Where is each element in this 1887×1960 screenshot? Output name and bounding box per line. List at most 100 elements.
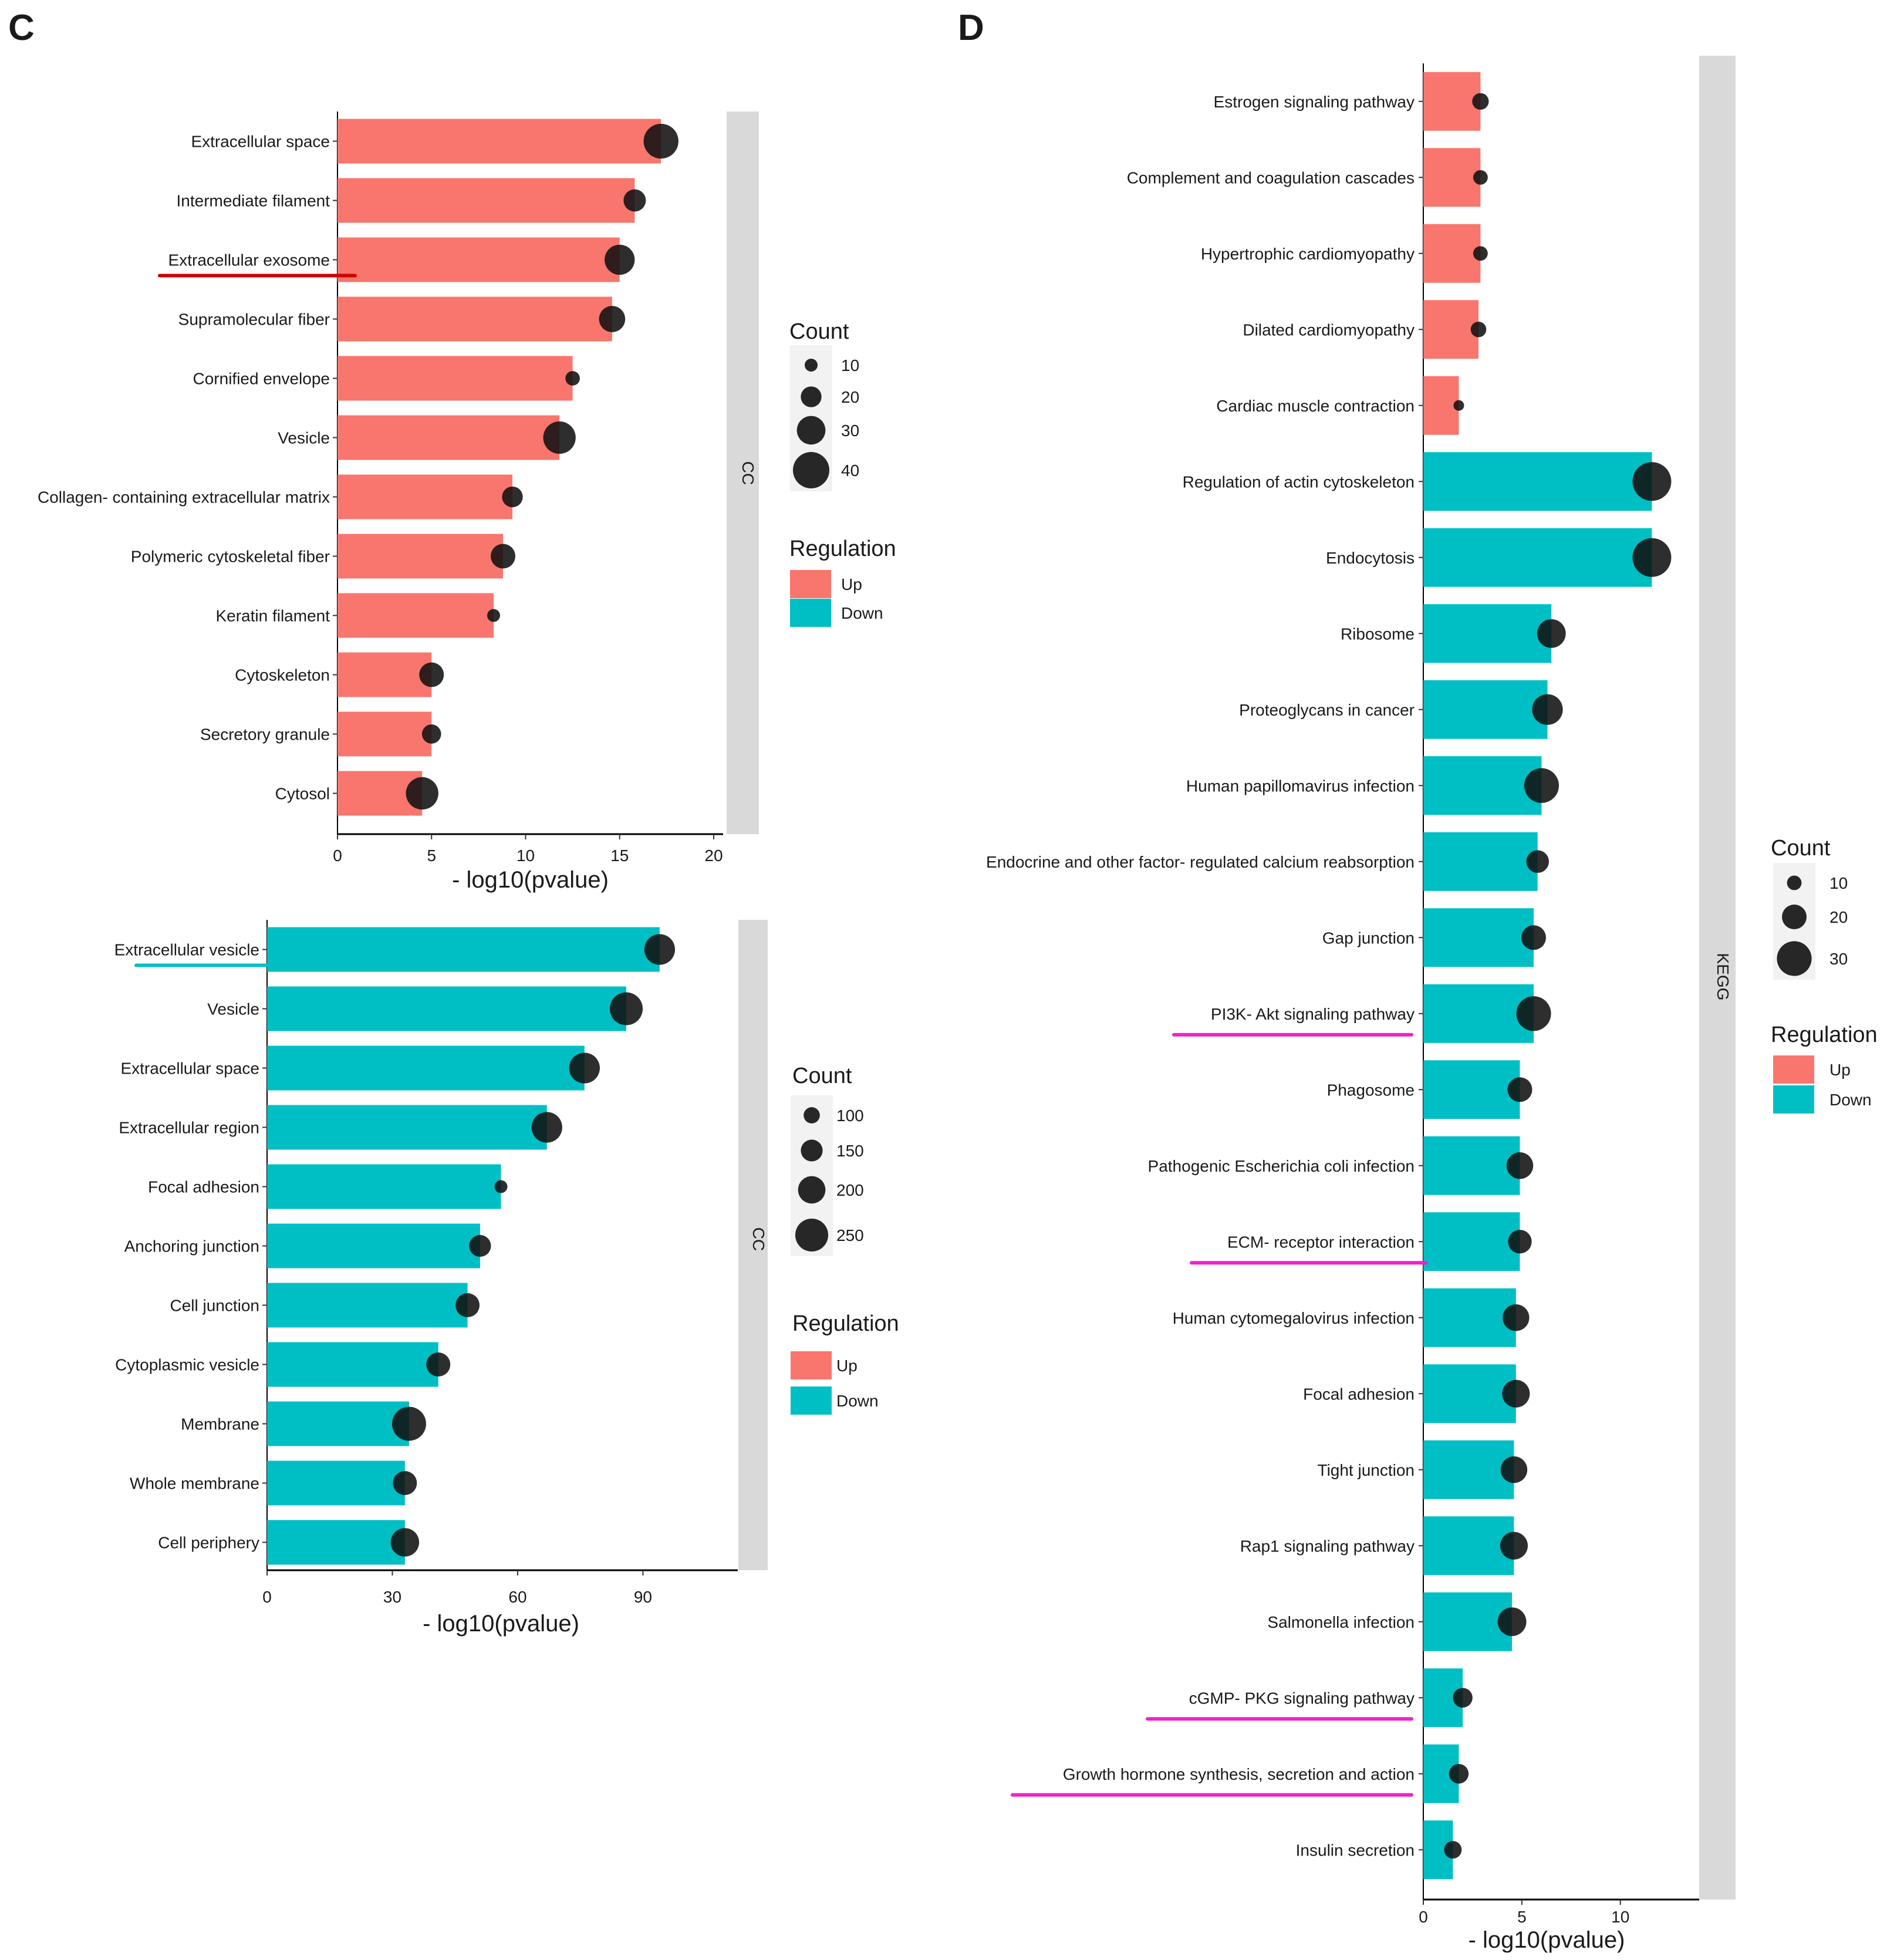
category-label: Anchoring junction [124, 1237, 259, 1256]
category-label: Endocytosis [1326, 549, 1415, 567]
x-tick-label: 10 [1611, 1908, 1629, 1926]
bar [1423, 984, 1534, 1043]
category-label: Vesicle [278, 429, 330, 447]
category-label: Phagosome [1327, 1081, 1415, 1099]
category-label: Regulation of actin cytoskeleton [1183, 473, 1415, 491]
bar [1423, 224, 1481, 283]
count-dot [1632, 462, 1672, 501]
count-dot [1537, 619, 1566, 648]
x-axis-title: - log10(pvalue) [452, 867, 609, 893]
bar [267, 1342, 438, 1387]
x-tick-label: 0 [262, 1588, 272, 1606]
count-dot [1521, 925, 1546, 950]
facet-strip [738, 920, 768, 1570]
count-dot [1506, 1152, 1534, 1179]
bar [267, 1045, 585, 1091]
count-dot [390, 1528, 420, 1557]
count-legend-label: 200 [836, 1181, 864, 1199]
category-label: Cornified envelope [193, 370, 330, 388]
count-legend-dot [795, 1218, 829, 1252]
count-dot [1502, 1379, 1530, 1408]
bar [337, 415, 560, 460]
count-dot [1507, 1077, 1532, 1102]
regulation-legend-label-down: Down [841, 604, 883, 622]
category-label: Human cytomegalovirus infection [1173, 1309, 1415, 1327]
bar [267, 1520, 405, 1565]
category-label: Collagen- containing extracellular matri… [38, 488, 330, 507]
count-legend-dot [1782, 905, 1807, 929]
category-label: Whole membrane [130, 1475, 259, 1493]
bar [1423, 1364, 1516, 1423]
category-label: Hypertrophic cardiomyopathy [1201, 245, 1415, 263]
count-dot [1632, 538, 1672, 577]
regulation-legend-title: Regulation [789, 537, 896, 561]
count-legend-dot [798, 1176, 826, 1204]
count-dot [491, 544, 516, 569]
count-dot [469, 1234, 491, 1257]
category-label: Insulin secretion [1296, 1841, 1415, 1859]
bar [1423, 1136, 1520, 1195]
count-dot [1526, 850, 1550, 873]
count-legend-dot [1787, 875, 1802, 890]
category-label: Membrane [181, 1415, 259, 1433]
bar [1423, 300, 1478, 359]
category-label: Cytosol [275, 785, 330, 803]
count-dot [609, 992, 643, 1025]
count-legend-label: 10 [841, 356, 859, 375]
bar [337, 356, 573, 401]
regulation-legend-key-up [1773, 1055, 1814, 1084]
bar [337, 534, 504, 579]
count-dot [393, 1471, 417, 1495]
count-legend-label: 20 [841, 388, 859, 406]
count-legend-dot [804, 1107, 820, 1124]
count-dot [1444, 1841, 1462, 1859]
bar [1423, 1516, 1514, 1576]
count-dot [391, 1406, 426, 1441]
x-tick-label: 0 [333, 846, 342, 865]
count-dot [1497, 1607, 1527, 1637]
count-dot [406, 777, 438, 810]
bar [267, 1164, 501, 1209]
count-dot [1449, 1764, 1469, 1784]
count-dot [1500, 1531, 1528, 1560]
count-dot [1503, 1304, 1530, 1331]
category-label: Cell junction [170, 1297, 259, 1315]
x-tick-label: 90 [634, 1588, 652, 1606]
category-label: Growth hormone synthesis, secretion and … [1063, 1765, 1415, 1783]
category-label: Secretory granule [200, 726, 330, 744]
bar [267, 1283, 468, 1328]
count-dot [455, 1293, 480, 1317]
bar [337, 474, 513, 519]
regulation-legend-label-up: Up [841, 575, 862, 593]
bar [337, 237, 620, 282]
bar [1423, 680, 1548, 739]
bar [337, 296, 612, 342]
category-label: Cardiac muscle contraction [1216, 397, 1415, 415]
bar [1423, 756, 1542, 815]
category-label: Tight junction [1318, 1461, 1415, 1479]
count-dot [502, 486, 523, 508]
bar [1423, 908, 1534, 967]
count-dot [1473, 246, 1488, 261]
category-label: Extracellular exosome [168, 251, 330, 269]
category-label: Complement and coagulation cascades [1127, 168, 1415, 187]
count-dot [421, 724, 441, 744]
category-label: cGMP- PKG signaling pathway [1189, 1689, 1415, 1707]
bar [1423, 1060, 1520, 1119]
bar [1423, 832, 1538, 891]
category-label: ECM- receptor interaction [1227, 1233, 1415, 1251]
x-tick-label: 5 [427, 846, 436, 865]
category-label: Endocrine and other factor- regulated ca… [986, 853, 1415, 871]
category-label: Proteoglycans in cancer [1239, 701, 1415, 719]
count-legend-title: Count [789, 319, 849, 344]
category-label: Cytoskeleton [235, 666, 330, 684]
x-tick-label: 10 [517, 846, 535, 865]
count-dot [643, 123, 678, 159]
regulation-legend-key-down [790, 599, 831, 627]
regulation-legend-title: Regulation [1771, 1023, 1878, 1047]
bar [267, 927, 660, 972]
count-dot [1453, 400, 1464, 411]
category-label: Cytoplasmic vesicle [115, 1356, 259, 1374]
count-legend-dot [793, 452, 829, 488]
